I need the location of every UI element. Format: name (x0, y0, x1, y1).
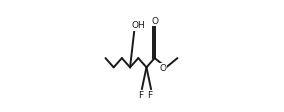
Text: F: F (138, 91, 143, 100)
Text: O: O (159, 64, 166, 73)
Text: O: O (151, 17, 158, 26)
Text: OH: OH (131, 21, 145, 30)
Text: F: F (148, 91, 153, 100)
